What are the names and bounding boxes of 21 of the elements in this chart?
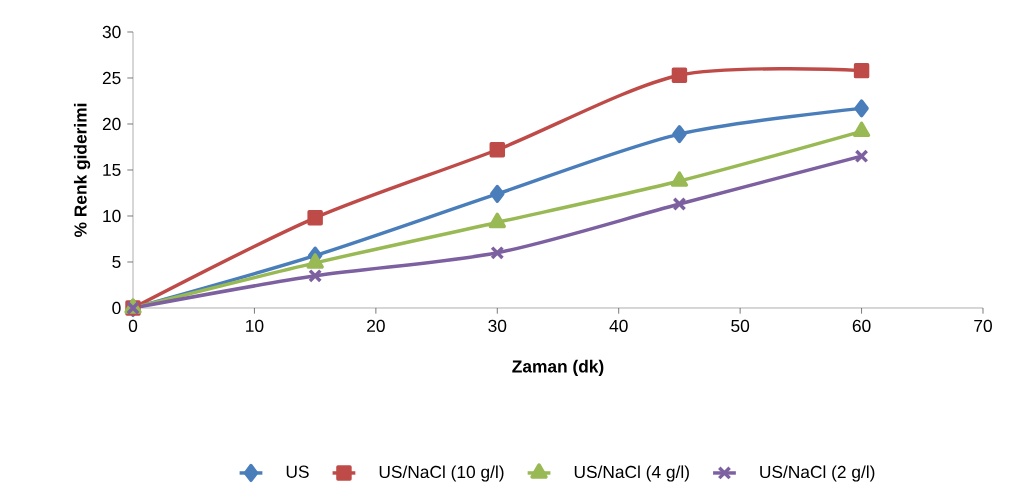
legend-label: US xyxy=(286,465,309,478)
x-axis-title: Zaman (dk) xyxy=(512,359,604,376)
legend-label: US/NaCl (10 g/l) xyxy=(379,465,504,482)
y-tick-label: 10 xyxy=(103,209,121,223)
y-tick-label: 15 xyxy=(103,163,121,177)
legend-label: US/NaCl (2 g/l) xyxy=(760,465,875,482)
y-axis-title: % Renk giderimi xyxy=(73,103,91,237)
x-tick-label: 30 xyxy=(488,319,507,332)
x-tick-label: 20 xyxy=(367,319,385,332)
x-tick-label: 0 xyxy=(128,319,138,332)
x-tick-label: 60 xyxy=(852,319,871,332)
y-tick-label: 25 xyxy=(102,71,121,85)
x-tick-label: 70 xyxy=(974,319,992,332)
y-tick-label: 0 xyxy=(112,301,121,315)
y-tick-label: 5 xyxy=(112,255,121,269)
legend-label: US/NaCl (4 g/l) xyxy=(574,465,689,482)
y-tick-label: 30 xyxy=(102,25,121,39)
y-tick-label: 20 xyxy=(102,117,121,131)
x-tick-label: 10 xyxy=(246,319,264,332)
x-tick-label: 40 xyxy=(609,319,628,332)
x-tick-label: 50 xyxy=(731,319,750,332)
